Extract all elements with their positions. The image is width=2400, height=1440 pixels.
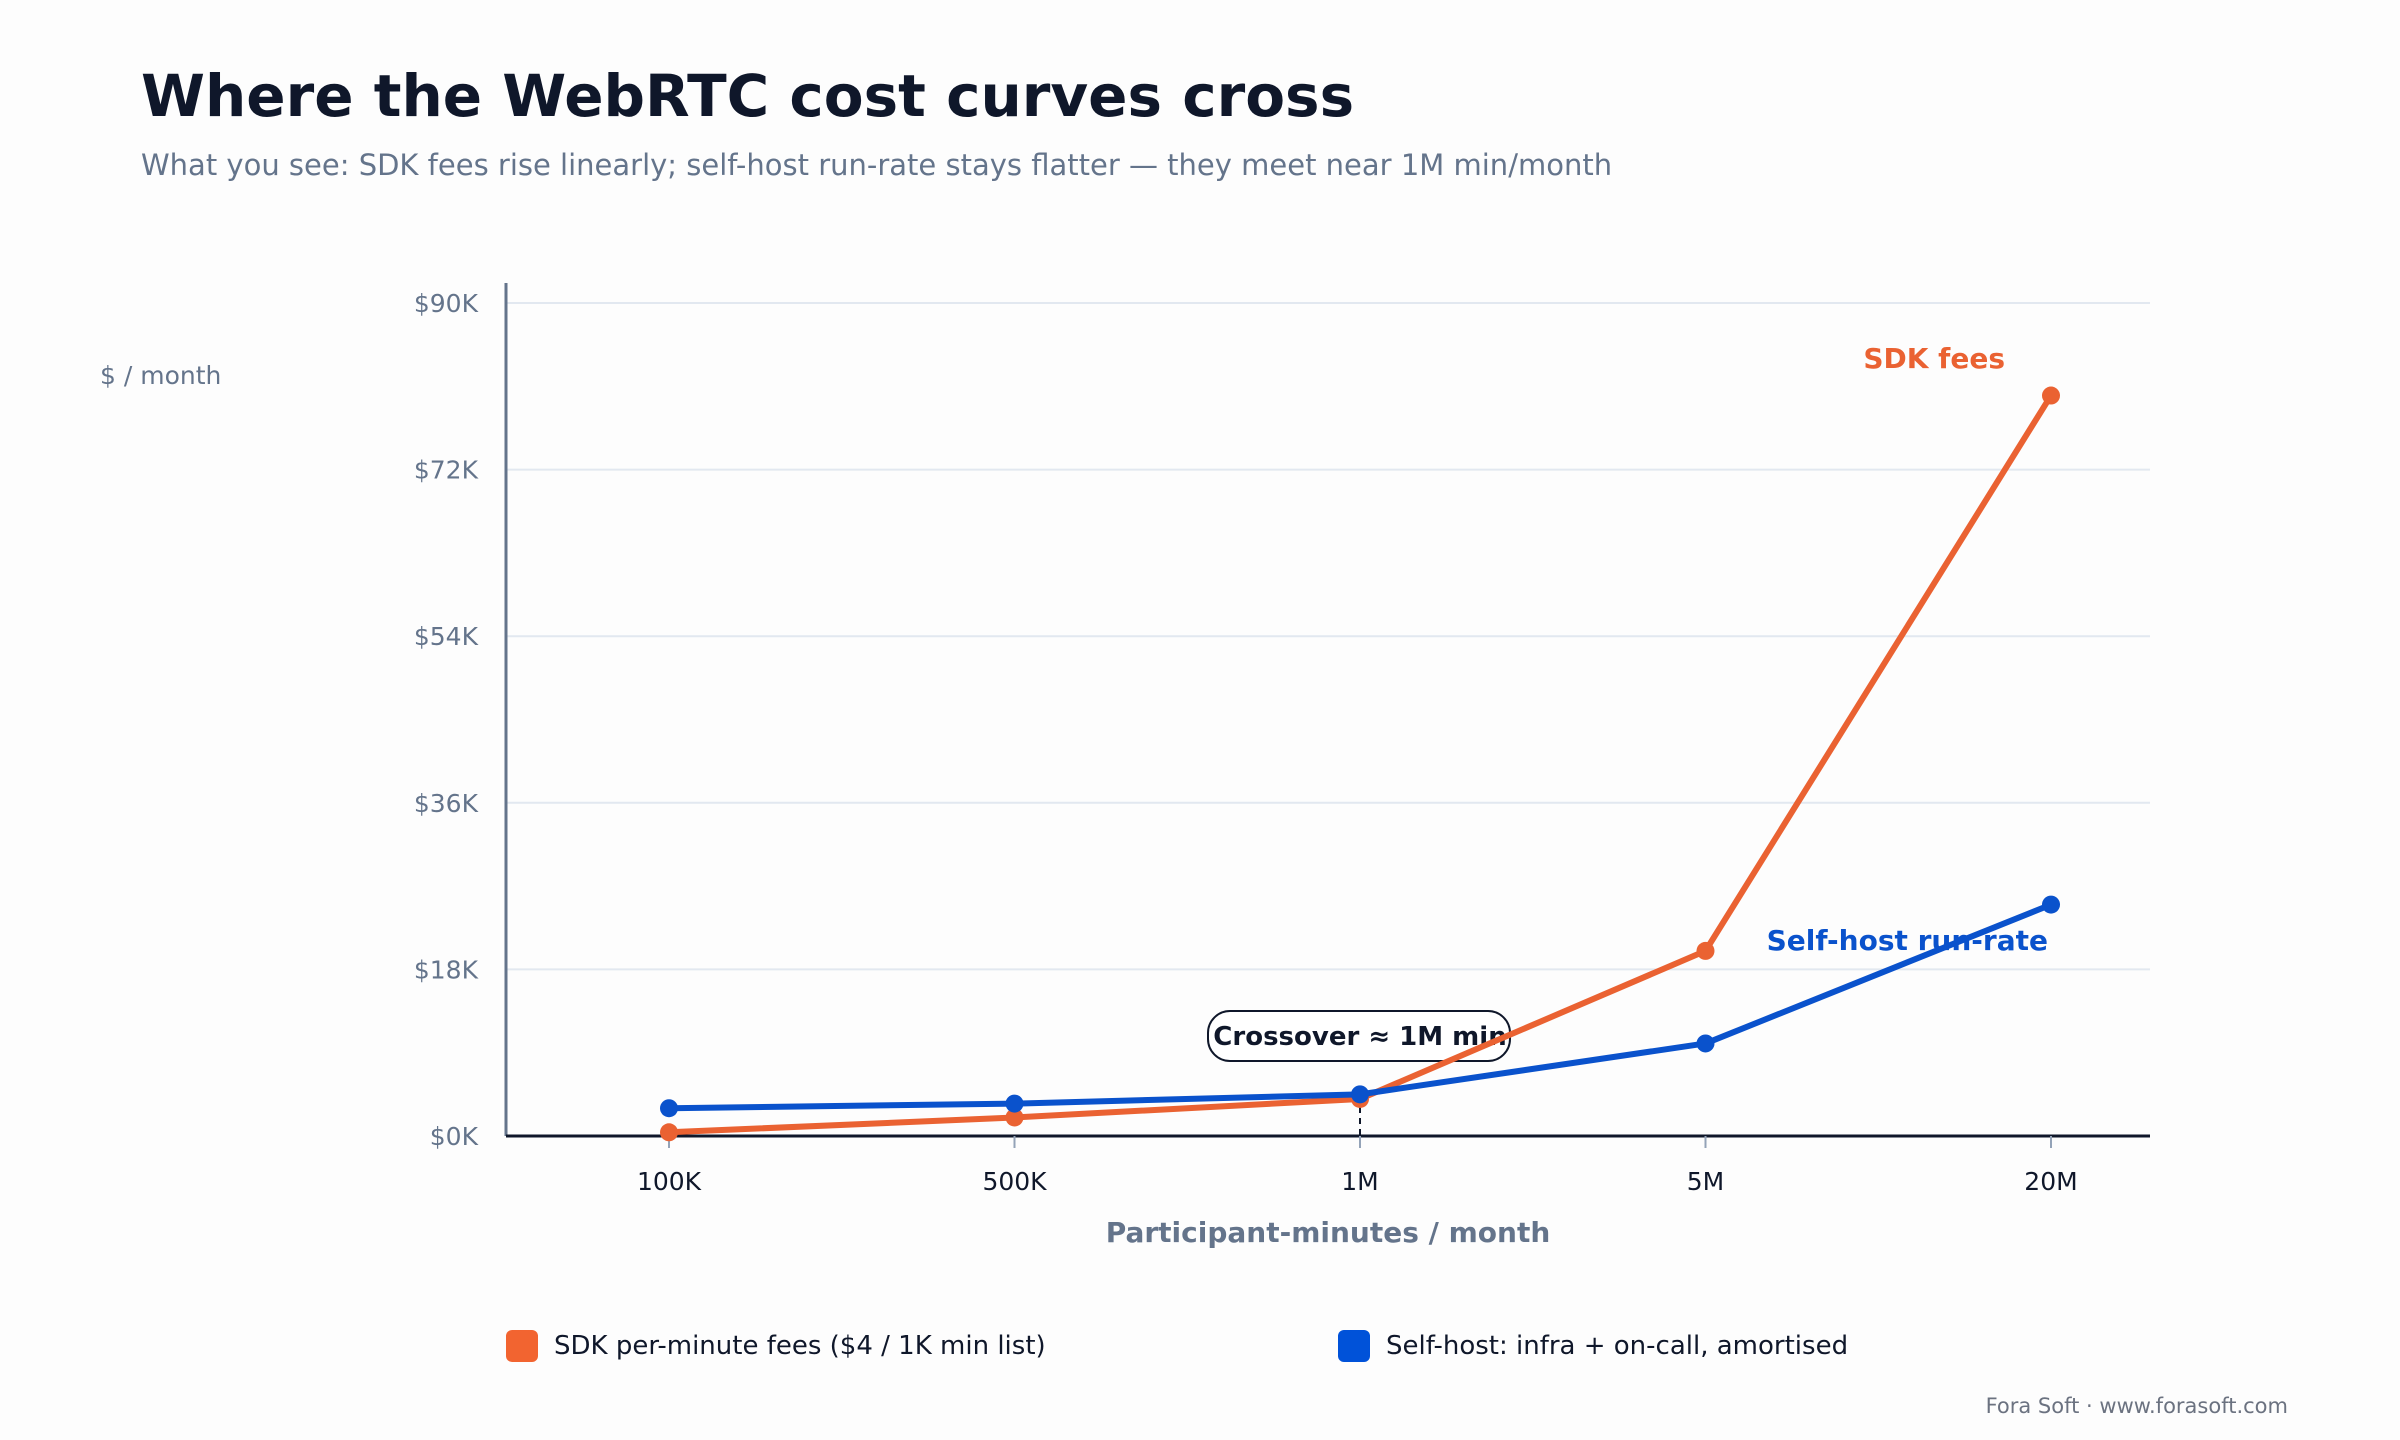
x-tick-label: 20M bbox=[2024, 1167, 2077, 1196]
y-tick-label: $72K bbox=[414, 456, 479, 485]
series-label-selfhost: Self-host run-rate bbox=[1767, 924, 2048, 957]
legend-label-sdk: SDK per-minute fees ($4 / 1K min list) bbox=[554, 1331, 1046, 1361]
series-point-0 bbox=[660, 1123, 678, 1142]
chart-title: Where the WebRTC cost curves cross bbox=[141, 62, 1355, 130]
series-point-1 bbox=[2042, 895, 2060, 914]
y-tick-label: $36K bbox=[414, 789, 479, 818]
series-point-1 bbox=[1005, 1094, 1024, 1113]
legend-swatch-selfhost bbox=[1338, 1330, 1370, 1362]
series-point-1 bbox=[1696, 1034, 1715, 1053]
series-point-1 bbox=[1351, 1085, 1369, 1104]
x-tick-label: 1M bbox=[1341, 1167, 1378, 1196]
x-tick-label: 100K bbox=[637, 1167, 702, 1196]
series-point-0 bbox=[1696, 941, 1715, 960]
x-tick-label: 500K bbox=[982, 1167, 1047, 1196]
footer-credit: Fora Soft · www.forasoft.com bbox=[1985, 1394, 2288, 1418]
legend-label-selfhost: Self-host: infra + on-call, amortised bbox=[1386, 1331, 1849, 1361]
y-tick-label: $90K bbox=[414, 289, 479, 318]
chart-subtitle: What you see: SDK fees rise linearly; se… bbox=[141, 148, 1613, 182]
legend-swatch-sdk bbox=[506, 1330, 538, 1362]
series-label-sdk: SDK fees bbox=[1863, 342, 2005, 375]
series-point-0 bbox=[2042, 386, 2060, 405]
legend-item-sdk: SDK per-minute fees ($4 / 1K min list) bbox=[506, 1330, 1046, 1362]
y-tick-label: $54K bbox=[414, 622, 479, 651]
crossover-callout-label: Crossover ≈ 1M min bbox=[1213, 1022, 1506, 1052]
legend-item-selfhost: Self-host: infra + on-call, amortised bbox=[1338, 1330, 1848, 1362]
y-axis-label: $ / month bbox=[100, 361, 221, 390]
y-tick-label: $18K bbox=[414, 955, 479, 984]
y-tick-label: $0K bbox=[430, 1122, 479, 1151]
x-tick-label: 5M bbox=[1687, 1167, 1724, 1196]
series-point-0 bbox=[1005, 1108, 1024, 1127]
series-point-1 bbox=[660, 1099, 678, 1118]
x-axis-label: Participant-minutes / month bbox=[1106, 1216, 1551, 1249]
